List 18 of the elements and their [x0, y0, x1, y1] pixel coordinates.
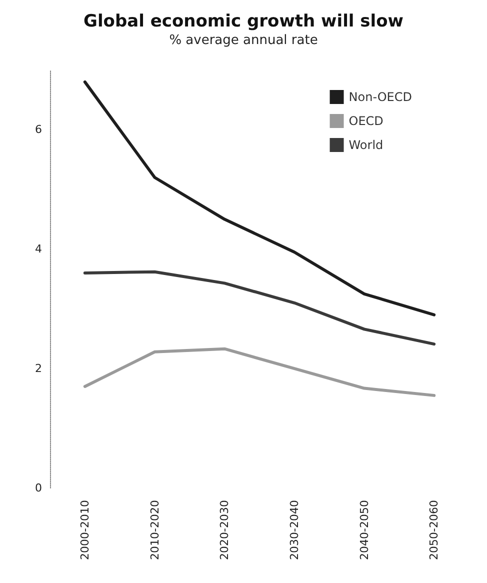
x-tick-label: 2000-2010 [78, 500, 92, 560]
line-series [83, 270, 436, 346]
line-series [83, 80, 436, 316]
y-tick-label: 4 [35, 242, 42, 256]
legend-label: World [348, 138, 384, 152]
legend-label: Non-OECD [348, 90, 412, 104]
x-tick-label: 2020-2030 [218, 500, 232, 560]
x-tick-label: 2040-2050 [358, 500, 371, 560]
x-tick-label: 2010-2020 [148, 500, 162, 560]
chart-title: Global economic growth will slow [84, 12, 404, 32]
y-tick-label: 0 [35, 482, 42, 494]
chart-subtitle: % average annual rate [169, 33, 318, 48]
y-tick-label: 6 [35, 123, 42, 136]
line-series [83, 347, 436, 397]
y-tick-label: 2 [35, 362, 42, 376]
x-tick-label: 2050-2060 [428, 500, 441, 560]
x-tick-label: 2030-2040 [288, 500, 301, 560]
legend-label: OECD [348, 114, 384, 128]
